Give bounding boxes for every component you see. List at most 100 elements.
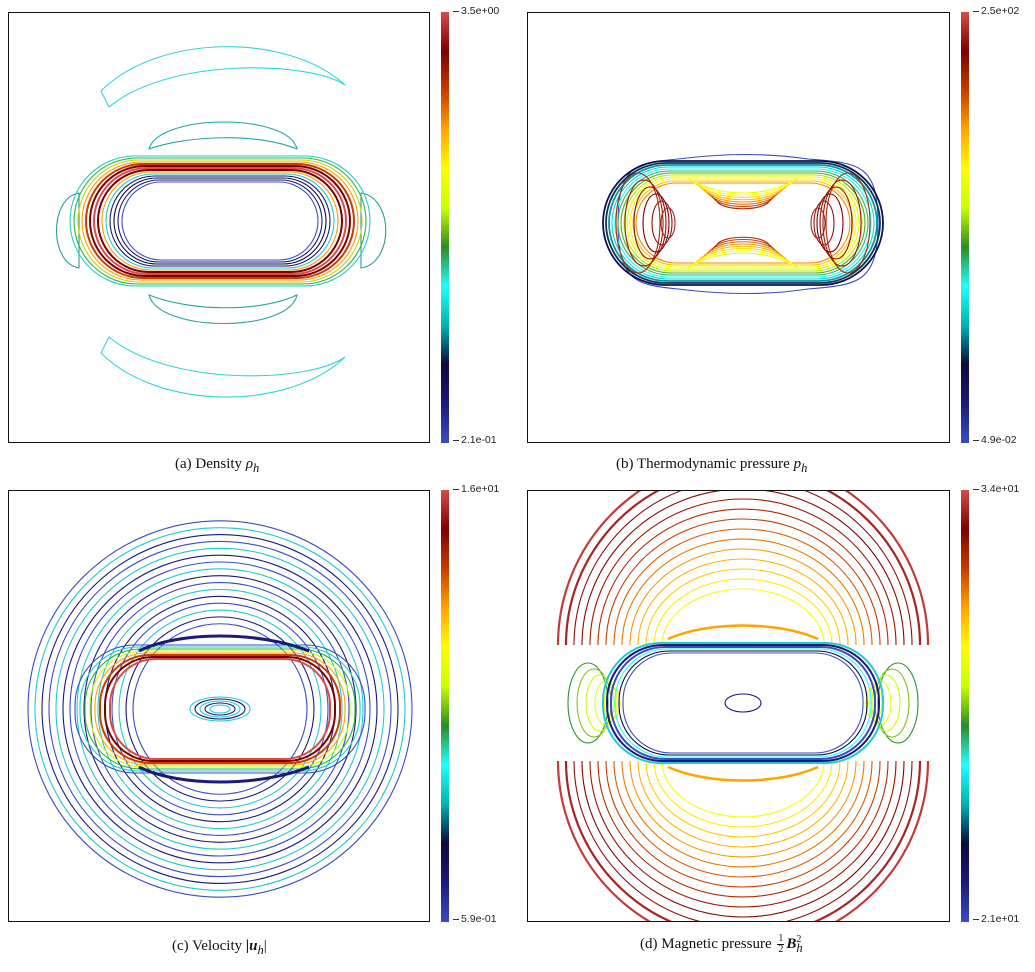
contour-line	[93, 167, 347, 275]
contour-plot-velocity	[27, 520, 413, 898]
contour-plot-density	[55, 46, 387, 398]
contour-line	[204, 702, 236, 716]
colorbar-magnetic	[961, 490, 969, 922]
contour-line	[645, 760, 841, 838]
contour-line	[653, 760, 833, 828]
colorbar-velocity	[441, 490, 449, 922]
contour-line	[626, 176, 860, 270]
contour-line	[79, 646, 361, 772]
contour-line	[97, 169, 343, 273]
contour-line	[667, 765, 819, 782]
caption-density: (a) Density ρh	[175, 456, 260, 475]
colorbar-min-label-density: 2.1e-01	[453, 434, 497, 446]
contour-line	[576, 668, 612, 738]
colorbar-min-label-magnetic: 2.1e+01	[972, 913, 1020, 925]
contour-line	[711, 239, 775, 251]
contour-line	[84, 648, 356, 770]
contour-line	[597, 508, 889, 646]
contour-line	[48, 540, 392, 878]
contour-line	[81, 161, 359, 281]
contour-line	[556, 491, 930, 646]
colorbar-min-label-velocity: 5.9e-01	[453, 913, 497, 925]
contour-line	[118, 609, 322, 809]
contour-line	[100, 336, 346, 398]
contour-line	[629, 548, 857, 646]
colorbar-max-label-pressure: 2.5e+02	[972, 5, 1020, 17]
contour-line	[687, 177, 799, 194]
contour-line	[69, 561, 371, 857]
contour-line	[621, 760, 865, 868]
contour-line	[104, 656, 336, 762]
contour-line	[573, 491, 913, 646]
contour-line	[635, 182, 851, 264]
contour-line	[94, 652, 346, 766]
plot-frame-velocity	[8, 490, 430, 922]
contour-line	[194, 698, 246, 720]
contour-line	[813, 200, 835, 246]
contour-line	[637, 760, 849, 848]
caption-velocity: (c) Velocity |uh|	[172, 938, 267, 957]
contour-line	[653, 578, 833, 646]
plot-frame-magnetic	[527, 490, 950, 922]
colorbar-min-label-pressure: 4.9e-02	[973, 434, 1017, 446]
contour-line	[132, 623, 308, 795]
colorbar-density	[441, 12, 449, 443]
contour-line	[645, 568, 841, 646]
contour-line	[62, 554, 378, 864]
contour-line	[581, 760, 905, 918]
contour-line	[621, 538, 865, 646]
contour-line	[148, 294, 298, 324]
contour-line	[138, 634, 310, 653]
contour-line	[589, 498, 897, 646]
contour-line	[617, 170, 869, 276]
contour-line	[613, 760, 873, 878]
contour-line	[100, 46, 346, 108]
contour-line	[618, 650, 868, 756]
contour-line	[661, 760, 825, 818]
colorbar-max-label-magnetic: 3.4e+01	[972, 483, 1020, 495]
contour-plot-pressure	[602, 153, 884, 295]
contour-line	[41, 534, 399, 884]
contour-line	[611, 166, 875, 280]
contour-line	[74, 644, 366, 774]
contour-line	[556, 760, 930, 921]
contour-line	[605, 162, 881, 284]
contour-line	[637, 558, 849, 646]
contour-line	[614, 648, 872, 758]
contour-line	[121, 181, 319, 261]
contour-line	[73, 157, 367, 285]
contour-line	[113, 177, 327, 265]
contour-line	[632, 180, 854, 266]
contour-line	[816, 193, 844, 253]
contour-line	[810, 207, 826, 239]
contour-line	[605, 760, 881, 888]
contour-line	[602, 160, 884, 286]
contour-line	[615, 172, 661, 274]
contour-line	[360, 192, 387, 269]
contour-line	[209, 704, 231, 714]
contour-line	[199, 700, 241, 718]
caption-pressure: (b) Thermodynamic pressure ph	[616, 456, 808, 475]
contour-plot-magnetic	[556, 491, 930, 921]
contour-line	[695, 183, 791, 198]
contour-line	[117, 179, 323, 263]
contour-line	[629, 760, 857, 858]
contour-line	[608, 164, 878, 282]
contour-line	[90, 582, 350, 836]
contour-line	[617, 153, 879, 295]
contour-line	[695, 248, 791, 263]
contour-line	[614, 168, 872, 278]
contour-line	[69, 155, 371, 287]
colorbar-pressure	[961, 12, 969, 443]
contour-line	[27, 520, 413, 898]
contour-line	[651, 200, 673, 246]
contour-line	[138, 765, 310, 784]
contour-line	[89, 650, 351, 768]
contour-line	[83, 575, 357, 843]
plot-frame-pressure	[527, 12, 950, 443]
contour-line	[589, 760, 897, 908]
contour-line	[629, 178, 857, 268]
colorbar-max-label-density: 3.5e+00	[452, 5, 500, 17]
contour-line	[613, 528, 873, 646]
contour-line	[687, 252, 799, 269]
